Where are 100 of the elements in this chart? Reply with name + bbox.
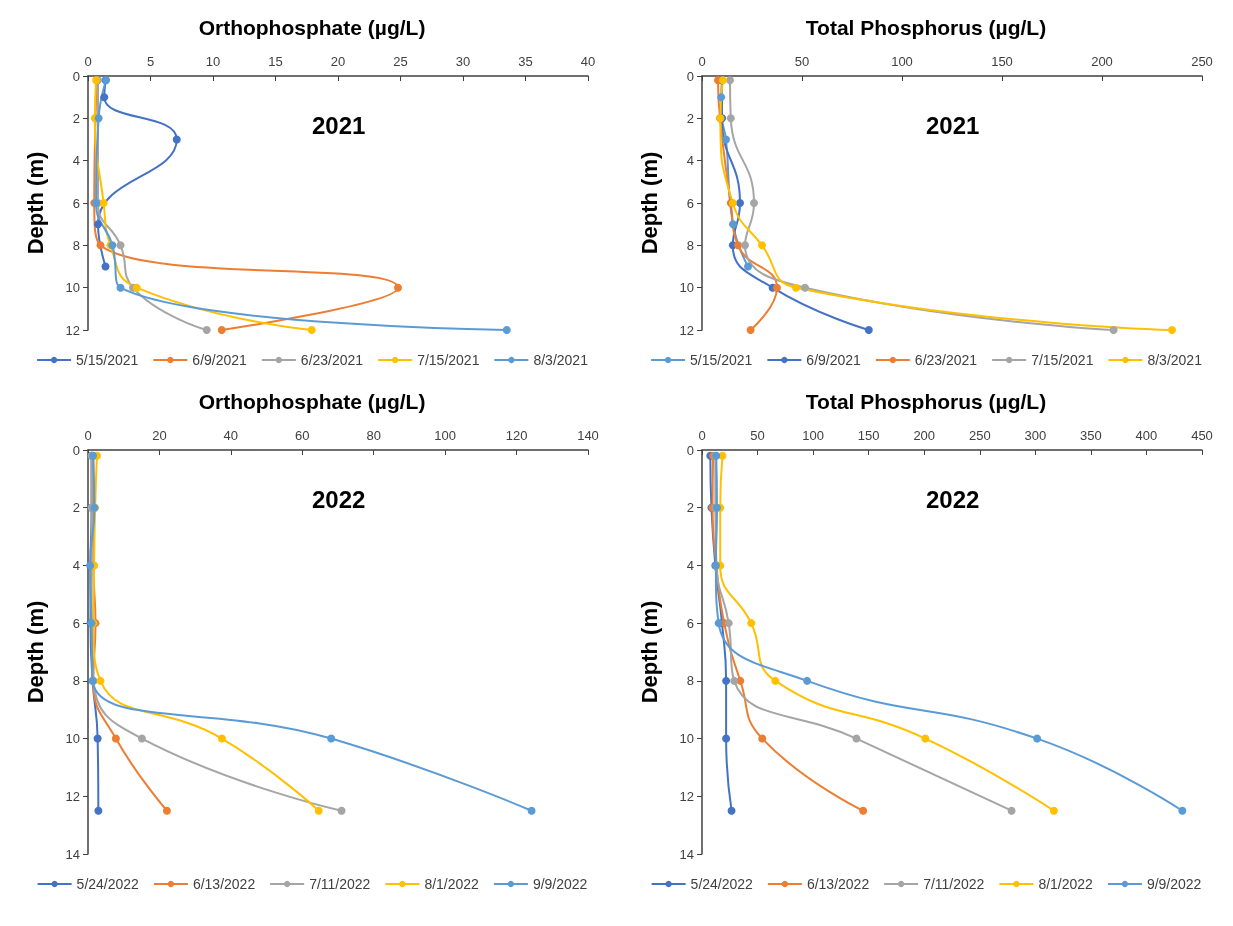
y-tick-label: 2 — [686, 500, 694, 516]
point — [1109, 326, 1118, 334]
point — [747, 619, 756, 628]
x-tick-label: 150 — [991, 54, 1013, 69]
y-tick-label: 6 — [72, 195, 80, 211]
x-tick-label: 120 — [505, 428, 528, 443]
point — [217, 326, 226, 334]
point — [101, 262, 110, 271]
point — [758, 734, 767, 743]
point — [852, 734, 861, 743]
x-tick-label: 5 — [146, 54, 155, 69]
chart-title: Total Phosphorus (µg/L) — [805, 390, 1047, 413]
legend-label: 9/9/2022 — [1146, 876, 1202, 892]
x-tick-label: 300 — [1024, 428, 1047, 443]
point — [137, 734, 146, 743]
x-tick-label: 40 — [580, 54, 596, 69]
point — [726, 76, 734, 85]
legend-label: 5/24/2022 — [690, 876, 754, 892]
point — [202, 326, 211, 334]
point — [1007, 806, 1016, 815]
point — [724, 619, 733, 628]
point — [726, 114, 735, 123]
point — [96, 241, 105, 250]
point — [116, 283, 125, 292]
y-tick-label: 12 — [65, 788, 80, 804]
point — [758, 241, 766, 250]
point — [722, 135, 730, 144]
annotation: 2021 — [312, 111, 366, 139]
y-tick-label: 10 — [65, 280, 80, 296]
x-tick-label: 0 — [698, 428, 706, 443]
chart-title: Orthophosphate (µg/L) — [198, 16, 426, 39]
point — [93, 734, 102, 743]
x-tick-label: 25 — [393, 54, 408, 69]
y-tick-label: 12 — [65, 322, 80, 338]
x-tick-label: 200 — [1091, 54, 1113, 69]
y-tick-label: 8 — [686, 237, 694, 253]
point — [111, 734, 120, 743]
point — [1178, 806, 1187, 815]
point — [307, 326, 316, 334]
legend-label: 5/15/2021 — [690, 352, 753, 368]
x-tick-label: 80 — [366, 428, 381, 443]
x-tick-label: 30 — [455, 54, 471, 69]
x-tick-label: 20 — [330, 54, 346, 69]
y-tick-label: 12 — [679, 788, 694, 804]
y-axis-title: Depth (m) — [636, 151, 662, 255]
x-tick-label: 100 — [434, 428, 456, 443]
y-tick-label: 10 — [679, 280, 694, 296]
legend-label: 6/23/2021 — [914, 352, 978, 368]
point — [734, 241, 742, 250]
y-tick-label: 12 — [679, 322, 694, 338]
point — [337, 806, 346, 815]
point — [730, 676, 739, 685]
y-tick-label: 0 — [72, 68, 80, 84]
y-tick-label: 8 — [72, 673, 80, 689]
point — [736, 199, 744, 207]
point — [722, 676, 731, 685]
point — [729, 220, 737, 229]
annotation: 2022 — [926, 485, 980, 513]
y-tick-label: 4 — [686, 557, 694, 573]
y-tick-label: 6 — [686, 615, 694, 631]
legend-label: 9/9/2022 — [532, 876, 588, 892]
x-tick-label: 50 — [794, 54, 810, 69]
legend-label: 7/15/2021 — [1031, 352, 1094, 368]
point — [394, 283, 402, 292]
legend-label: 8/1/2022 — [1038, 876, 1094, 892]
y-axis-title: Depth (m) — [636, 600, 662, 704]
point — [771, 676, 780, 685]
x-tick-label: 100 — [802, 428, 824, 443]
legend-label: 5/24/2022 — [76, 876, 140, 892]
annotation: 2021 — [926, 111, 980, 139]
y-tick-label: 14 — [65, 846, 80, 862]
x-tick-label: 0 — [84, 54, 92, 69]
point — [94, 220, 102, 229]
legend-label: 6/9/2021 — [806, 352, 862, 368]
point — [792, 283, 800, 292]
point — [921, 734, 930, 743]
x-tick-label: 450 — [1191, 428, 1213, 443]
legend-label: 5/15/2021 — [76, 352, 139, 368]
x-tick-label: 10 — [205, 54, 221, 69]
y-tick-label: 2 — [72, 110, 80, 126]
point — [327, 734, 336, 743]
chart-title: Total Phosphorus (µg/L) — [805, 16, 1047, 39]
point — [864, 326, 873, 334]
x-tick-label: 0 — [698, 54, 706, 69]
y-tick-label: 10 — [679, 731, 694, 747]
x-tick-label: 35 — [518, 54, 533, 69]
point — [803, 676, 812, 685]
point — [746, 326, 755, 334]
legend-label: 8/3/2021 — [533, 352, 589, 368]
y-tick-label: 4 — [72, 557, 80, 573]
x-tick-label: 250 — [968, 428, 991, 443]
point — [132, 283, 141, 292]
point — [116, 241, 125, 250]
point — [94, 806, 103, 815]
x-tick-label: 100 — [891, 54, 913, 69]
point — [1033, 734, 1042, 743]
y-tick-label: 0 — [72, 442, 80, 458]
point — [100, 93, 109, 102]
point — [96, 676, 105, 685]
x-tick-label: 400 — [1135, 428, 1158, 443]
